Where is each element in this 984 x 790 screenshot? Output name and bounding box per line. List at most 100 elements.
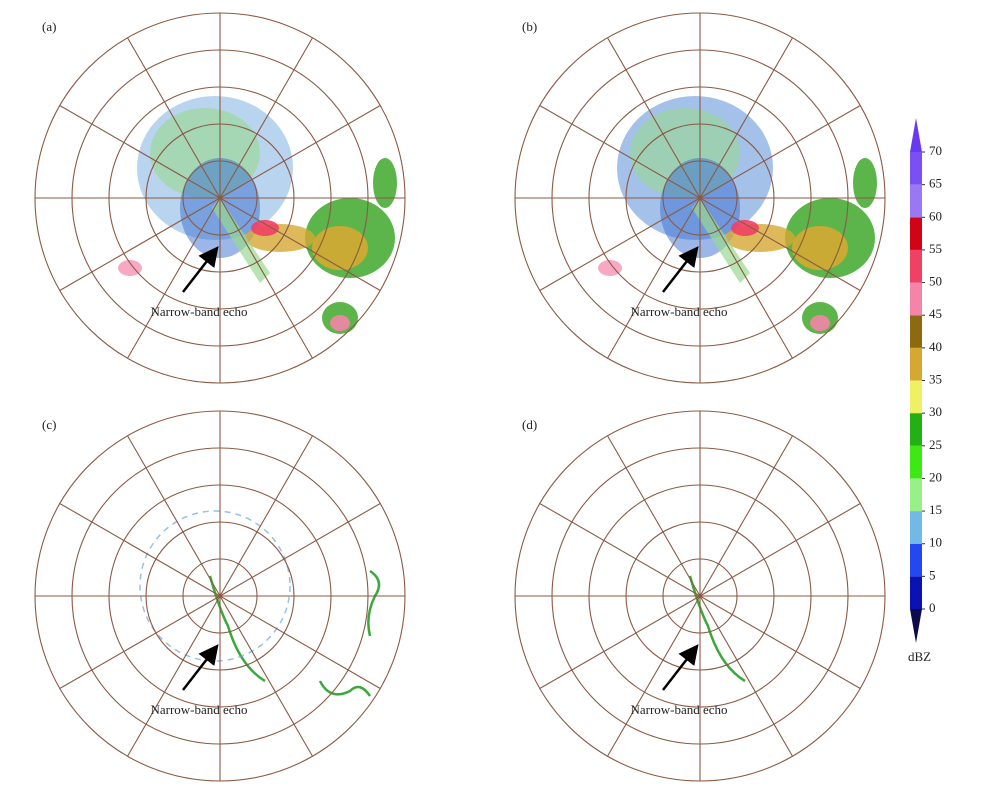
polar-grid: [34, 12, 406, 384]
tick-label: 65: [929, 176, 942, 191]
radar-panel: (d) Narrow-band echo: [514, 410, 886, 782]
radar-panel: (b) Narrow-band echo: [514, 12, 886, 384]
radial-line: [59, 197, 221, 291]
panel-label: (d): [522, 417, 537, 432]
echoes: [118, 96, 397, 334]
color-bin: [910, 217, 922, 250]
radar-panel: (a) Narrow-band echo: [34, 12, 406, 384]
radial-line: [699, 435, 793, 597]
radial-line: [539, 503, 701, 597]
annotation: Narrow-band echo: [150, 304, 247, 319]
radial-line: [59, 105, 221, 199]
radial-line: [539, 595, 701, 689]
tick-label: 45: [929, 306, 942, 321]
narrow-band: [212, 198, 270, 283]
color-bin: [910, 445, 922, 479]
polar-grid: [514, 12, 886, 384]
color-bin: [910, 380, 922, 414]
radial-line: [219, 595, 313, 757]
radial-line: [699, 197, 861, 291]
radial-line: [127, 197, 221, 359]
radial-line: [219, 37, 313, 199]
tick-label: 50: [929, 274, 942, 289]
radial-line: [539, 197, 701, 291]
panel-label: (c): [42, 417, 56, 432]
tick-label: 20: [929, 469, 942, 484]
panel-label: (a): [42, 19, 56, 34]
echo: [330, 315, 350, 331]
radial-line: [219, 595, 381, 689]
tick-label: 15: [929, 502, 942, 517]
tick-label: 35: [929, 371, 942, 386]
arrow: [662, 644, 699, 691]
radial-line: [127, 435, 221, 597]
under-triangle: [910, 609, 922, 643]
echo: [118, 260, 142, 276]
radial-line: [219, 105, 381, 199]
color-bin: [910, 315, 922, 348]
narrow-band: [692, 198, 750, 283]
tick-label: 5: [929, 567, 936, 582]
radial-line: [699, 595, 861, 689]
tick-label: 25: [929, 437, 942, 452]
color-bin: [910, 511, 922, 544]
radial-line: [699, 105, 861, 199]
arrow: [182, 644, 219, 691]
tick-label: 60: [929, 208, 942, 223]
radial-line: [219, 197, 313, 359]
radial-line: [219, 435, 313, 597]
echoes: [139, 510, 381, 697]
radial-line: [219, 197, 381, 291]
radial-line: [607, 197, 701, 359]
radial-line: [607, 595, 701, 757]
radial-line: [219, 503, 381, 597]
radial-line: [699, 197, 793, 359]
colorbar: 0 5 10 15 20 25 30 35 40 45 50 55 60 65 70 dBZ: [908, 118, 942, 664]
panels: (a)Narrow-band echo(b)Narrow-band echo(c…: [34, 12, 886, 782]
annotation: Narrow-band echo: [150, 702, 247, 717]
radial-line: [607, 37, 701, 199]
ring-echo: [139, 510, 291, 662]
echo: [251, 220, 279, 236]
color-bin: [910, 249, 922, 283]
echo: [853, 158, 877, 208]
tick-label: 70: [929, 143, 942, 158]
polar-grid: [514, 410, 886, 782]
color-bin: [910, 184, 922, 218]
arrow: [662, 246, 699, 293]
echo: [731, 220, 759, 236]
annotation: Narrow-band echo: [630, 702, 727, 717]
panel-label: (b): [522, 19, 537, 34]
color-bin: [910, 413, 922, 446]
annotation: Narrow-band echo: [630, 304, 727, 319]
echoes: [598, 96, 877, 334]
radial-line: [607, 435, 701, 597]
arrow: [182, 246, 219, 293]
over-triangle: [910, 118, 922, 152]
tick-label: 10: [929, 535, 942, 550]
unit-label: dBZ: [908, 649, 931, 664]
radial-line: [59, 503, 221, 597]
color-bin: [910, 576, 922, 609]
echo: [373, 158, 397, 208]
radial-line: [699, 37, 793, 199]
radial-line: [59, 595, 221, 689]
radial-line: [127, 37, 221, 199]
radial-line: [699, 503, 861, 597]
radar-panel: (c) Narrow-band echo: [34, 410, 406, 782]
polar-grid: [34, 410, 406, 782]
tick-label: 40: [929, 339, 942, 354]
radial-line: [699, 595, 793, 757]
tick-label: 0: [929, 600, 936, 615]
radial-line: [539, 105, 701, 199]
tick-label: 30: [929, 404, 942, 419]
color-bin: [910, 543, 922, 577]
color-bin: [910, 478, 922, 512]
echo-line: [318, 680, 372, 697]
color-bin: [910, 282, 922, 316]
color-bin: [910, 347, 922, 381]
echo: [810, 315, 830, 331]
radial-line: [127, 595, 221, 757]
echo: [598, 260, 622, 276]
